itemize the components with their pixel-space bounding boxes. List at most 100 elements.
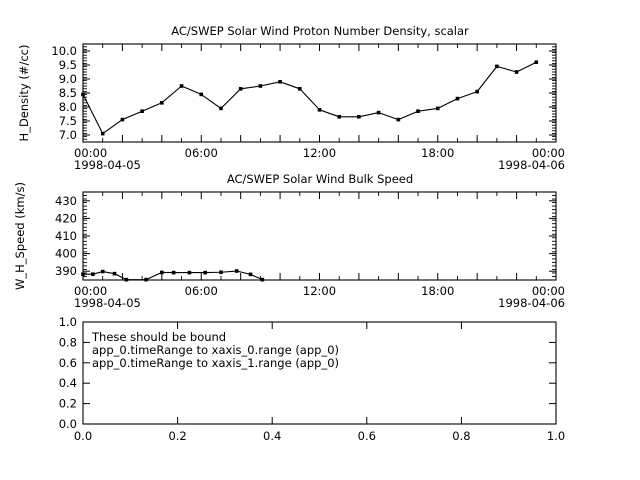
xtick-label: 12:00 bbox=[303, 284, 336, 298]
ytick-label: 0.8 bbox=[59, 335, 77, 349]
xtick-label: 1.0 bbox=[547, 429, 565, 443]
data-point bbox=[260, 277, 265, 282]
data-point bbox=[475, 89, 479, 94]
data-point bbox=[297, 87, 302, 91]
panel-density-series bbox=[81, 60, 539, 136]
panel-bindings-xticklabels: 0.0 0.2 0.4 0.6 0.8 1.0 bbox=[74, 429, 565, 443]
xtick-label: 0.8 bbox=[452, 429, 470, 443]
xtick-label: 0.4 bbox=[263, 429, 281, 443]
data-point bbox=[337, 115, 342, 119]
ytick-label: 8.5 bbox=[59, 86, 77, 100]
data-point bbox=[203, 270, 207, 275]
ytick-label: 0.6 bbox=[59, 356, 77, 370]
xtick-label: 00:00 bbox=[74, 146, 107, 160]
data-point bbox=[396, 117, 401, 122]
ytick-label: 420 bbox=[55, 211, 77, 225]
xtick-date-label: 1998-04-06 bbox=[498, 296, 565, 310]
xtick-label: 18:00 bbox=[421, 146, 454, 160]
data-point bbox=[91, 272, 95, 276]
panel-speed-series bbox=[81, 269, 265, 282]
data-point bbox=[199, 92, 204, 97]
binding-notice-line-1: app_0.timeRange to xaxis_0.range (app_0) bbox=[92, 343, 339, 357]
xtick-label: 06:00 bbox=[185, 146, 218, 160]
data-point bbox=[234, 269, 239, 273]
data-point bbox=[140, 109, 144, 113]
data-point bbox=[144, 277, 148, 282]
xtick-date-label: 1998-04-05 bbox=[74, 158, 141, 172]
panel-density-title: AC/SWEP Solar Wind Proton Number Density… bbox=[171, 24, 469, 38]
data-point bbox=[81, 272, 85, 276]
data-point bbox=[534, 60, 539, 64]
data-point bbox=[219, 270, 223, 275]
data-point bbox=[435, 106, 440, 111]
panel-bindings-frame bbox=[82, 321, 557, 425]
panel-speed-yticks: 390 400 410 420 430 bbox=[55, 191, 556, 281]
panel-density-xticks bbox=[82, 44, 557, 142]
ytick-label: 410 bbox=[55, 229, 77, 243]
ytick-label: 390 bbox=[55, 264, 77, 278]
ytick-label: 400 bbox=[55, 247, 77, 261]
ytick-label: 430 bbox=[55, 194, 77, 208]
ytick-label: 7.0 bbox=[59, 128, 77, 142]
data-point bbox=[416, 109, 420, 113]
data-point bbox=[81, 92, 85, 97]
xtick-label: 00:00 bbox=[74, 284, 107, 298]
ytick-label: 0.2 bbox=[59, 397, 77, 411]
ytick-label: 0.4 bbox=[59, 376, 77, 390]
panel-speed[interactable]: AC/SWEP Solar Wind Bulk Speed W_H_Speed … bbox=[13, 172, 565, 310]
xtick-label: 12:00 bbox=[303, 146, 336, 160]
panel-speed-title: AC/SWEP Solar Wind Bulk Speed bbox=[227, 172, 413, 186]
ytick-label: 9.5 bbox=[59, 58, 77, 72]
data-point bbox=[171, 270, 176, 275]
data-point bbox=[514, 70, 519, 74]
ytick-label: 1.0 bbox=[59, 315, 77, 329]
data-point bbox=[179, 84, 184, 88]
panel-bindings-xticks bbox=[82, 322, 557, 424]
xtick-label: 00:00 bbox=[532, 284, 565, 298]
binding-notice-heading: These should be bound bbox=[91, 330, 226, 344]
data-point bbox=[357, 115, 361, 119]
data-point bbox=[248, 272, 253, 277]
ytick-label: 9.0 bbox=[59, 72, 77, 86]
panel-density-yticks: 7.07.58.08.59.09.510.0 bbox=[51, 43, 556, 143]
data-point bbox=[112, 271, 117, 276]
data-point bbox=[160, 270, 164, 275]
data-point bbox=[219, 106, 223, 111]
data-point bbox=[120, 117, 125, 122]
xtick-label: 00:00 bbox=[532, 146, 565, 160]
data-point bbox=[317, 108, 322, 112]
xtick-label: 0.2 bbox=[168, 429, 186, 443]
data-point bbox=[100, 269, 105, 274]
data-point bbox=[455, 96, 460, 101]
xtick-label: 06:00 bbox=[185, 284, 218, 298]
xtick-date-label: 1998-04-05 bbox=[74, 296, 141, 310]
panel-speed-ylabel: W_H_Speed (km/s) bbox=[13, 182, 27, 290]
ytick-label: 10.0 bbox=[51, 44, 77, 58]
panel-bindings[interactable]: 0.0 0.2 0.4 0.6 0.8 1.0 These should be bound… bbox=[59, 315, 565, 443]
panel-density[interactable]: AC/SWEP Solar Wind Proton Number Density… bbox=[17, 24, 565, 172]
data-point bbox=[238, 87, 243, 91]
panel-density-ylabel: H_Density (#/cc) bbox=[17, 45, 31, 142]
data-point bbox=[278, 80, 282, 84]
xtick-label: 0.6 bbox=[358, 429, 376, 443]
panel-bindings-yticks: 0.0 0.2 0.4 0.6 0.8 1.0 bbox=[59, 315, 556, 431]
xtick-label: 18:00 bbox=[421, 284, 454, 298]
data-point bbox=[124, 277, 129, 282]
binding-notice-line-2: app_0.timeRange to xaxis_1.range (app_0) bbox=[92, 356, 339, 370]
ytick-label: 7.5 bbox=[59, 114, 77, 128]
data-point bbox=[495, 64, 499, 69]
ytick-label: 0.0 bbox=[59, 417, 77, 431]
data-point bbox=[376, 110, 381, 115]
data-point bbox=[100, 131, 105, 136]
data-point bbox=[160, 101, 164, 105]
data-point bbox=[258, 84, 263, 88]
panel-speed-xticks bbox=[82, 192, 557, 280]
data-point bbox=[187, 270, 192, 275]
xtick-date-label: 1998-04-06 bbox=[498, 158, 565, 172]
xtick-label: 0.0 bbox=[74, 429, 92, 443]
ytick-label: 8.0 bbox=[59, 100, 77, 114]
